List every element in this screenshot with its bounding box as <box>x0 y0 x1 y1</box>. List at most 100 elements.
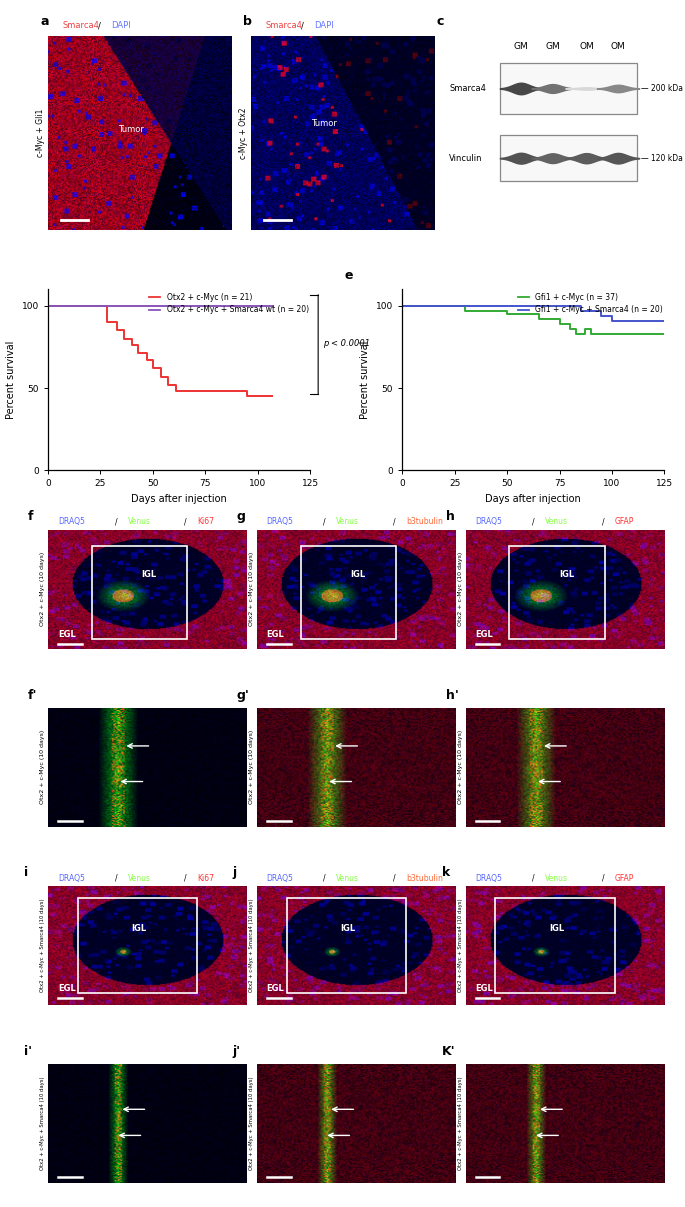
Text: DAPI: DAPI <box>112 22 132 30</box>
Text: DRAQ5: DRAQ5 <box>58 874 85 882</box>
Y-axis label: c-Myc + Otx2: c-Myc + Otx2 <box>239 107 248 159</box>
Text: GFAP: GFAP <box>614 874 634 882</box>
Text: Venus: Venus <box>545 874 568 882</box>
Text: /: / <box>323 874 326 882</box>
Text: DAPI: DAPI <box>314 22 334 30</box>
Text: /: / <box>602 518 604 526</box>
Y-axis label: Otx2 + c-Myc (10 days): Otx2 + c-Myc (10 days) <box>40 730 45 804</box>
Bar <box>500 63 637 113</box>
Text: j': j' <box>233 1045 241 1059</box>
Y-axis label: Otx2 + c-Myc (10 days): Otx2 + c-Myc (10 days) <box>458 552 463 626</box>
Text: Vinculin: Vinculin <box>449 153 483 163</box>
Text: Venus: Venus <box>545 518 568 526</box>
Text: OM: OM <box>610 42 625 51</box>
Text: IGL: IGL <box>350 571 365 579</box>
Text: i': i' <box>24 1045 32 1059</box>
Text: OM: OM <box>579 42 594 51</box>
Text: Ki67: Ki67 <box>197 874 214 882</box>
Text: IGL: IGL <box>559 571 574 579</box>
Y-axis label: Otx2 + c-Myc + Smarca4 (10 days): Otx2 + c-Myc + Smarca4 (10 days) <box>249 898 254 992</box>
Y-axis label: Otx2 + c-Myc + Smarca4 (10 days): Otx2 + c-Myc + Smarca4 (10 days) <box>458 1077 463 1171</box>
Text: g': g' <box>237 689 250 702</box>
Text: IGL: IGL <box>141 571 157 579</box>
Text: K': K' <box>442 1045 456 1059</box>
Text: /: / <box>393 874 396 882</box>
Text: f: f <box>28 509 34 523</box>
Text: IGL: IGL <box>132 925 147 933</box>
Text: EGL: EGL <box>475 630 493 639</box>
Text: b3tubulin: b3tubulin <box>406 874 443 882</box>
Y-axis label: c-Myc + Gli1: c-Myc + Gli1 <box>36 109 45 157</box>
Text: EGL: EGL <box>58 984 75 992</box>
Text: Venus: Venus <box>127 874 151 882</box>
Text: EGL: EGL <box>58 630 75 639</box>
Text: GFAP: GFAP <box>614 518 634 526</box>
Text: c: c <box>436 16 444 29</box>
Y-axis label: Percent survival: Percent survival <box>6 340 16 419</box>
Text: h: h <box>446 509 455 523</box>
Text: /: / <box>602 874 604 882</box>
Text: Smarca4: Smarca4 <box>449 84 486 93</box>
Text: /: / <box>393 518 396 526</box>
Text: /: / <box>301 22 303 30</box>
Text: EGL: EGL <box>266 630 284 639</box>
Text: DRAQ5: DRAQ5 <box>475 518 502 526</box>
Text: /: / <box>184 874 187 882</box>
Text: GM: GM <box>514 42 528 51</box>
Text: IGL: IGL <box>549 925 564 933</box>
Text: — 120 kDa: — 120 kDa <box>641 153 683 163</box>
Y-axis label: Otx2 + c-Myc (10 days): Otx2 + c-Myc (10 days) <box>249 730 254 804</box>
Text: EGL: EGL <box>266 984 284 992</box>
Text: a: a <box>40 16 49 29</box>
Text: DRAQ5: DRAQ5 <box>266 874 294 882</box>
Text: b: b <box>243 16 252 29</box>
Text: p < 0.0001: p < 0.0001 <box>323 339 371 348</box>
Bar <box>500 135 637 181</box>
Text: Smarca4: Smarca4 <box>62 22 99 30</box>
Bar <box>301 547 396 639</box>
Text: DRAQ5: DRAQ5 <box>475 874 502 882</box>
Text: Smarca4: Smarca4 <box>265 22 302 30</box>
Bar <box>92 547 187 639</box>
Text: EGL: EGL <box>475 984 493 992</box>
Y-axis label: Otx2 + c-Myc + Smarca4 (10 days): Otx2 + c-Myc + Smarca4 (10 days) <box>458 898 463 992</box>
Text: Tumor: Tumor <box>118 124 143 134</box>
Text: Venus: Venus <box>336 518 360 526</box>
Text: b3tubulin: b3tubulin <box>406 518 443 526</box>
Text: k: k <box>442 865 450 879</box>
Text: /: / <box>532 874 535 882</box>
X-axis label: Days after injection: Days after injection <box>132 494 227 505</box>
Bar <box>495 898 614 993</box>
Bar <box>510 547 605 639</box>
Text: /: / <box>114 518 117 526</box>
Text: IGL: IGL <box>340 925 356 933</box>
Legend: Gfi1 + c-Myc (n = 37), Gfi1 + c-Myc + Smarca4 (n = 20): Gfi1 + c-Myc (n = 37), Gfi1 + c-Myc + Sm… <box>514 290 666 317</box>
Text: GM: GM <box>545 42 560 51</box>
Y-axis label: Otx2 + c-Myc + Smarca4 (10 days): Otx2 + c-Myc + Smarca4 (10 days) <box>249 1077 254 1171</box>
Text: Tumor: Tumor <box>311 118 337 128</box>
Text: Ki67: Ki67 <box>197 518 214 526</box>
Y-axis label: Otx2 + c-Myc (10 days): Otx2 + c-Myc (10 days) <box>458 730 463 804</box>
Text: h': h' <box>446 689 458 702</box>
Text: Venus: Venus <box>336 874 360 882</box>
Y-axis label: Otx2 + c-Myc (10 days): Otx2 + c-Myc (10 days) <box>40 552 45 626</box>
Text: f': f' <box>28 689 38 702</box>
Y-axis label: Percent survival: Percent survival <box>360 340 371 419</box>
Y-axis label: Otx2 + c-Myc (10 days): Otx2 + c-Myc (10 days) <box>249 552 254 626</box>
Text: Venus: Venus <box>127 518 151 526</box>
Bar <box>286 898 406 993</box>
Text: /: / <box>323 518 326 526</box>
Text: i: i <box>24 865 28 879</box>
Legend: Otx2 + c-Myc (n = 21), Otx2 + c-Myc + Smarca4 wt (n = 20): Otx2 + c-Myc (n = 21), Otx2 + c-Myc + Sm… <box>146 290 312 317</box>
Text: g: g <box>237 509 246 523</box>
Text: /: / <box>98 22 101 30</box>
Text: j: j <box>233 865 237 879</box>
Text: — 200 kDa: — 200 kDa <box>641 84 683 93</box>
Text: /: / <box>114 874 117 882</box>
Text: e: e <box>345 269 353 282</box>
Text: DRAQ5: DRAQ5 <box>266 518 294 526</box>
X-axis label: Days after injection: Days after injection <box>486 494 581 505</box>
Bar <box>78 898 197 993</box>
Text: /: / <box>532 518 535 526</box>
Y-axis label: Otx2 + c-Myc + Smarca4 (10 days): Otx2 + c-Myc + Smarca4 (10 days) <box>40 1077 45 1171</box>
